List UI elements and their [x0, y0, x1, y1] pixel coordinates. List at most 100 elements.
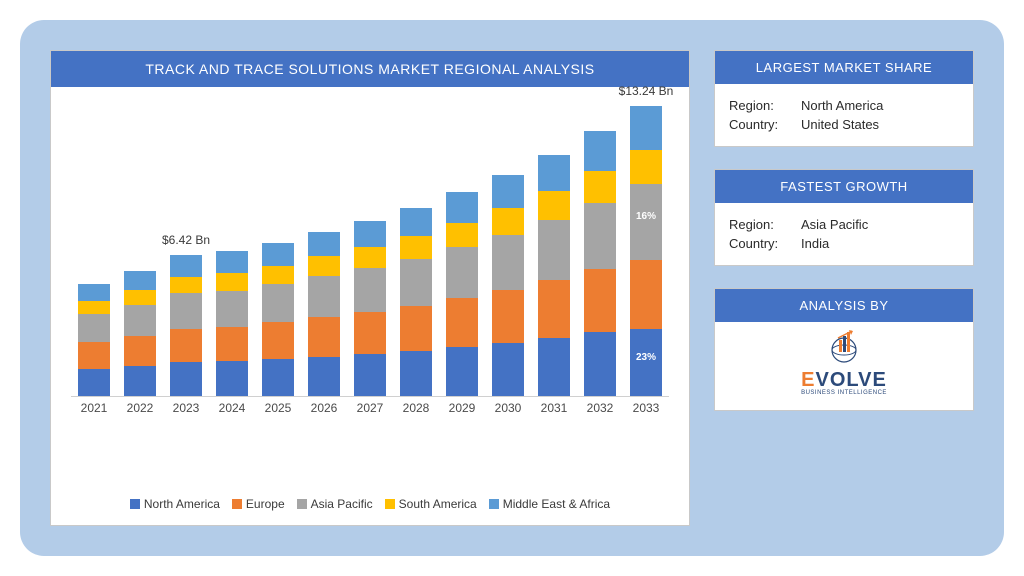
bar-2023: $6.42 Bn — [167, 255, 205, 396]
seg-europe — [262, 322, 294, 359]
card-title: FASTEST GROWTH — [715, 170, 973, 203]
legend-label: Middle East & Africa — [503, 497, 610, 511]
seg-north_america — [78, 369, 110, 396]
legend-asia-pacific: Asia Pacific — [297, 497, 373, 511]
xlabel-2021: 2021 — [75, 401, 113, 415]
seg-europe — [170, 329, 202, 363]
seg-south_america — [308, 256, 340, 276]
bar-2031 — [535, 155, 573, 396]
logo-subtitle: BUSINESS INTELLIGENCE — [715, 390, 973, 396]
label-country: Country: — [729, 117, 801, 132]
dashboard-frame: TRACK AND TRACE SOLUTIONS MARKET REGIONA… — [20, 20, 1004, 556]
seg-north_america — [354, 354, 386, 396]
seg-europe — [400, 306, 432, 351]
seg-south_america — [170, 277, 202, 294]
seg-south_america — [124, 290, 156, 305]
logo-rest: VOLVE — [816, 369, 887, 391]
annotation-2033: $13.24 Bn — [619, 84, 674, 98]
seg-europe — [630, 260, 662, 330]
legend-label: North America — [144, 497, 220, 511]
chart-legend: North America Europe Asia Pacific South Ame… — [51, 489, 689, 525]
xlabel-2024: 2024 — [213, 401, 251, 415]
swatch-icon — [489, 499, 499, 509]
seg-south_america — [216, 273, 248, 290]
swatch-icon — [232, 499, 242, 509]
bar-2026 — [305, 232, 343, 396]
seg-asia_pacific — [78, 314, 110, 342]
seg-asia_pacific — [354, 268, 386, 312]
seg-asia_pacific — [446, 247, 478, 298]
bar-2033: $13.24 Bn23%16% — [627, 106, 665, 396]
seg-europe — [78, 342, 110, 369]
swatch-icon — [385, 499, 395, 509]
value-region: North America — [801, 98, 883, 113]
seg-north_america — [584, 332, 616, 396]
xlabel-2030: 2030 — [489, 401, 527, 415]
seg-north_america — [124, 366, 156, 396]
legend-south-america: South America — [385, 497, 477, 511]
seg-europe — [216, 327, 248, 362]
annotation-2023: $6.42 Bn — [162, 233, 210, 247]
seg-north_america — [262, 359, 294, 396]
seg-mea — [492, 175, 524, 208]
bar-2024 — [213, 251, 251, 396]
logo-evolve: EVOLVE BUSINESS INTELLIGENCE — [715, 322, 973, 410]
card-title: ANALYSIS BY — [715, 289, 973, 322]
seg-mea — [400, 208, 432, 236]
xlabel-2028: 2028 — [397, 401, 435, 415]
value-country: United States — [801, 117, 879, 132]
seg-south_america — [400, 236, 432, 259]
seg-south_america — [492, 208, 524, 235]
seg-mea — [446, 192, 478, 223]
swatch-icon — [130, 499, 140, 509]
row-region: Region: North America — [729, 98, 959, 113]
row-region: Region: Asia Pacific — [729, 217, 959, 232]
seg-europe — [124, 336, 156, 366]
bar-2022 — [121, 271, 159, 396]
legend-middle-east-africa: Middle East & Africa — [489, 497, 610, 511]
label-country: Country: — [729, 236, 801, 251]
bar-2029 — [443, 192, 481, 396]
xlabel-2023: 2023 — [167, 401, 205, 415]
logo-e: E — [801, 369, 815, 391]
seg-south_america — [354, 247, 386, 268]
card-analysis-by: ANALYSIS BY EVOLVE BUSINESS INTELLIGENCE — [714, 288, 974, 411]
seg-mea — [262, 243, 294, 266]
seg-asia_pacific — [584, 203, 616, 269]
legend-europe: Europe — [232, 497, 285, 511]
chart-title: TRACK AND TRACE SOLUTIONS MARKET REGIONA… — [51, 51, 689, 87]
row-country: Country: India — [729, 236, 959, 251]
card-body: Region: North America Country: United St… — [715, 84, 973, 146]
seg-asia_pacific — [400, 259, 432, 306]
xlabel-2033: 2033 — [627, 401, 665, 415]
seg-asia_pacific — [308, 276, 340, 317]
bar-2030 — [489, 175, 527, 396]
value-region: Asia Pacific — [801, 217, 868, 232]
seg-north_america — [400, 351, 432, 396]
seg-mea — [124, 271, 156, 290]
x-axis-labels: 2021202220232024202520262027202820292030… — [71, 397, 669, 415]
bars-area: $6.42 Bn$13.24 Bn23%16% — [71, 97, 669, 397]
chart-panel: TRACK AND TRACE SOLUTIONS MARKET REGIONA… — [50, 50, 690, 526]
bar-2028 — [397, 208, 435, 396]
legend-north-america: North America — [130, 497, 220, 511]
seg-europe — [446, 298, 478, 347]
seg-south_america — [630, 150, 662, 185]
xlabel-2031: 2031 — [535, 401, 573, 415]
pct-ap: 16% — [636, 211, 656, 222]
swatch-icon — [297, 499, 307, 509]
bar-2021 — [75, 284, 113, 396]
seg-mea — [78, 284, 110, 301]
seg-europe — [354, 312, 386, 354]
side-cards: LARGEST MARKET SHARE Region: North Ameri… — [714, 50, 974, 526]
seg-europe — [308, 317, 340, 356]
bar-2027 — [351, 221, 389, 396]
seg-mea — [308, 232, 340, 257]
seg-south_america — [262, 266, 294, 284]
seg-north_america — [170, 362, 202, 396]
seg-asia_pacific — [538, 220, 570, 280]
pct-na: 23% — [636, 352, 656, 363]
bar-2025 — [259, 243, 297, 396]
chart-body: $6.42 Bn$13.24 Bn23%16% 2021202220232024… — [51, 87, 689, 489]
seg-north_america — [446, 347, 478, 396]
